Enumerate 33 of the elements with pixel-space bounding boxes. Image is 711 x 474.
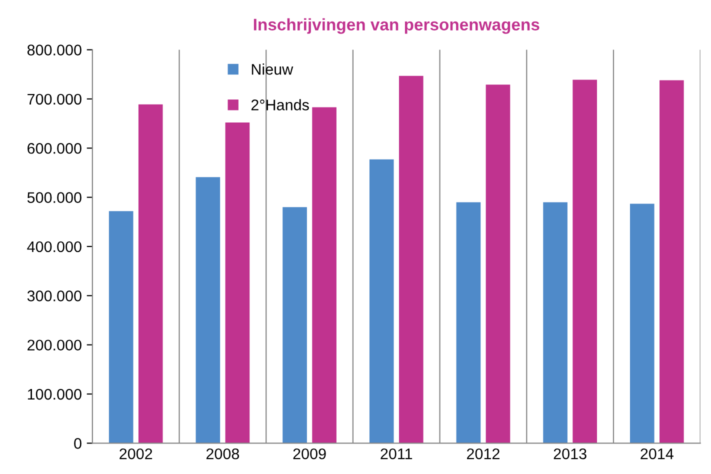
y-tick-label: 700.000 (28, 94, 82, 105)
bar (660, 80, 684, 444)
y-tick-label: 100.000 (28, 388, 82, 400)
y-tick-label: 500.000 (27, 192, 82, 203)
bar (543, 202, 568, 444)
legend-label: 2°Hands (251, 99, 309, 110)
bar (398, 76, 424, 444)
bar (282, 207, 307, 444)
chart-title: Inschrijvingen van personenwagens (254, 18, 540, 34)
bar (572, 80, 597, 444)
x-tick-label: 2008 (206, 448, 240, 460)
bar (225, 122, 250, 444)
bar (312, 107, 336, 444)
y-tick-label: 600.000 (28, 142, 82, 154)
x-tick-label: 2011 (380, 448, 412, 460)
bar (369, 159, 394, 444)
y-tick-label: 400.000 (27, 241, 82, 252)
bar (108, 211, 134, 444)
y-tick-label: 800.000 (27, 44, 82, 56)
x-tick-label: 2013 (554, 448, 586, 460)
legend-label: Nieuw (252, 64, 294, 75)
bar (630, 204, 654, 444)
y-tick-label: 200.000 (28, 340, 82, 351)
bar (196, 177, 220, 444)
x-tick-label: 2014 (640, 448, 674, 460)
x-tick-label: 2009 (293, 448, 326, 460)
bar (456, 202, 481, 444)
bar (486, 84, 510, 444)
x-tick-label: 2002 (120, 448, 152, 460)
x-tick-label: 2012 (467, 448, 500, 460)
y-tick-label: 0 (74, 438, 82, 449)
y-tick-label: 300.000 (27, 290, 82, 302)
bar (138, 104, 163, 444)
